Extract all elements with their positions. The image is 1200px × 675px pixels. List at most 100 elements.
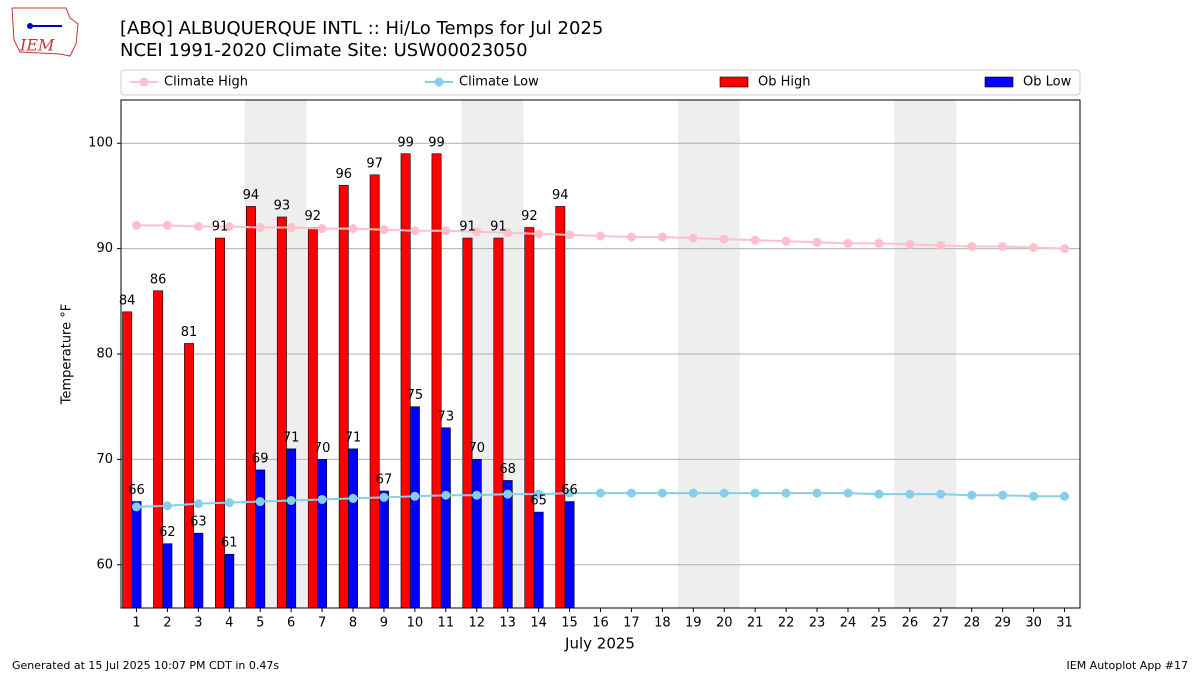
marker (534, 489, 544, 499)
bar (379, 490, 389, 609)
x-tick-label: 24 (840, 616, 857, 631)
marker (657, 488, 667, 498)
marker (348, 493, 358, 503)
data-label: 93 (274, 198, 291, 213)
marker (441, 490, 451, 500)
legend-label: Climate High (164, 75, 248, 90)
bar (369, 174, 380, 609)
bar (493, 237, 504, 609)
x-tick-label: 10 (407, 616, 424, 631)
bar (307, 227, 318, 609)
bar (245, 206, 256, 609)
y-tick-label: 90 (96, 241, 113, 256)
marker (317, 494, 327, 504)
x-tick-label: 25 (871, 616, 888, 631)
marker (131, 220, 141, 230)
marker (441, 226, 451, 236)
chart-title: [ABQ] ALBUQUERQUE INTL :: Hi/Lo Temps fo… (120, 18, 603, 39)
x-tick-label: 3 (194, 616, 202, 631)
x-tick-label: 12 (468, 616, 485, 631)
marker (688, 488, 698, 498)
bar (431, 153, 442, 609)
plot-area (121, 100, 1080, 609)
marker (224, 498, 234, 508)
marker (626, 232, 636, 242)
x-tick-label: 6 (287, 616, 295, 631)
logo-dot (27, 23, 33, 29)
data-label: 71 (345, 430, 362, 445)
x-tick-label: 1 (132, 616, 140, 631)
data-label: 91 (490, 220, 507, 235)
data-label: 81 (181, 325, 198, 340)
bar (338, 185, 349, 609)
marker (750, 488, 760, 498)
marker (967, 241, 977, 251)
marker (379, 225, 389, 235)
x-tick-label: 31 (1056, 616, 1073, 631)
marker (967, 490, 977, 500)
marker (131, 502, 141, 512)
marker (379, 492, 389, 502)
data-label: 92 (521, 209, 538, 224)
x-tick-label: 9 (380, 616, 388, 631)
data-label: 66 (128, 483, 145, 498)
marker (874, 489, 884, 499)
bar (471, 459, 482, 609)
marker (874, 238, 884, 248)
data-label: 66 (561, 483, 578, 498)
marker (626, 488, 636, 498)
legend-swatch (719, 76, 749, 88)
bar (348, 448, 358, 609)
x-tick-label: 2 (163, 616, 171, 631)
bar (409, 406, 420, 609)
y-tick-label: 60 (96, 557, 113, 572)
data-label: 92 (305, 209, 322, 224)
marker (905, 489, 915, 499)
marker (843, 488, 853, 498)
marker (565, 230, 575, 240)
x-tick-label: 17 (623, 616, 640, 631)
marker (410, 226, 420, 236)
marker (472, 227, 482, 237)
x-tick-label: 11 (438, 616, 455, 631)
marker (1060, 244, 1070, 254)
chart-subtitle: NCEI 1991-2020 Climate Site: USW00023050 (120, 40, 528, 61)
bar (564, 501, 575, 609)
bar (533, 511, 544, 609)
data-label: 65 (530, 494, 547, 509)
x-tick-label: 29 (994, 616, 1011, 631)
marker (503, 228, 513, 238)
y-tick-label: 70 (96, 452, 113, 467)
data-label: 91 (212, 220, 229, 235)
footer-right: IEM Autoplot App #17 (1067, 659, 1189, 672)
legend-marker (139, 77, 149, 87)
marker (162, 501, 172, 511)
marker (410, 491, 420, 501)
x-tick-label: 8 (349, 616, 357, 631)
marker (781, 488, 791, 498)
marker (1029, 491, 1039, 501)
x-tick-label: 5 (256, 616, 264, 631)
data-label: 61 (221, 536, 238, 551)
data-label: 70 (314, 441, 331, 456)
data-label: 91 (459, 220, 476, 235)
y-tick-label: 80 (96, 347, 113, 362)
bar (555, 206, 566, 609)
marker (286, 223, 296, 233)
bar (502, 480, 513, 609)
marker (688, 233, 698, 243)
x-tick-label: 18 (654, 616, 671, 631)
x-tick-label: 21 (747, 616, 764, 631)
bar (162, 543, 173, 609)
marker (719, 488, 729, 498)
legend-label: Climate Low (459, 75, 539, 90)
bar (215, 237, 225, 609)
x-tick-label: 15 (561, 616, 578, 631)
marker (936, 240, 946, 250)
data-label: 63 (190, 515, 207, 530)
footer-left: Generated at 15 Jul 2025 10:07 PM CDT in… (12, 659, 279, 672)
bar (131, 501, 142, 609)
bar (184, 343, 194, 609)
bar (276, 216, 287, 609)
